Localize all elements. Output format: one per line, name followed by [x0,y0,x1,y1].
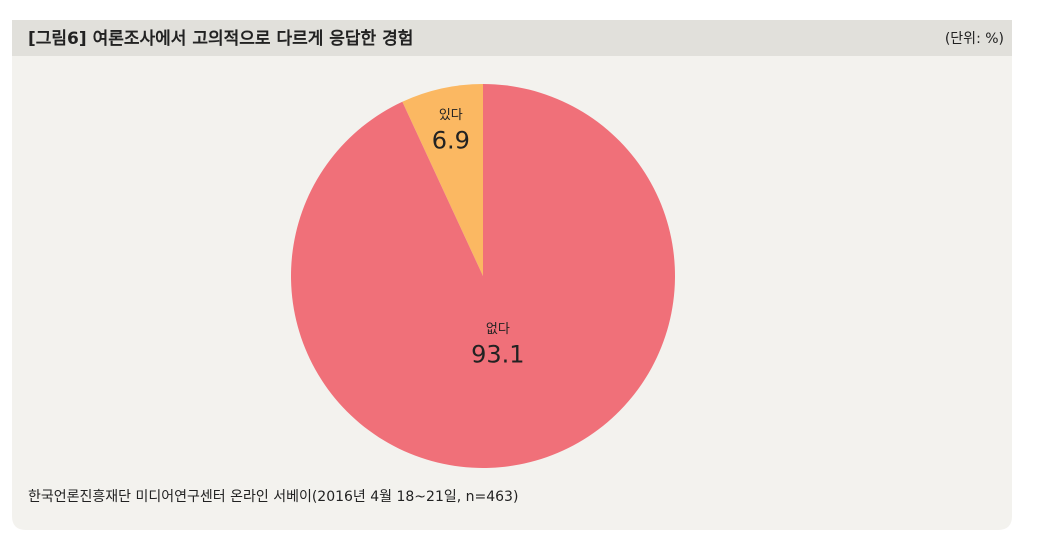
chart-title: [그림6] 여론조사에서 고의적으로 다르게 응답한 경험 [28,28,413,49]
header-bar [12,20,1012,56]
slice-category: 있다 [439,108,463,123]
pie-slice [402,84,483,276]
unit-label: (단위: %) [945,31,1004,47]
pie-slice [291,84,675,468]
slice-category: 없다 [486,322,510,337]
slice-value: 6.9 [432,127,470,155]
source-note: 한국언론진흥재단 미디어연구센터 온라인 서베이(2016년 4월 18~21일… [28,489,518,505]
slice-value: 93.1 [471,341,524,369]
